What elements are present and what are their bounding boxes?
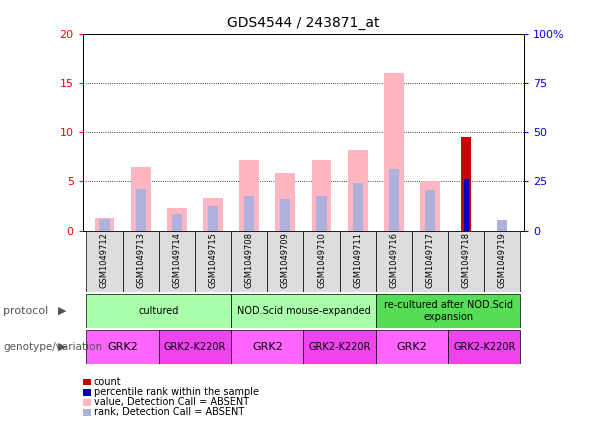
Bar bbox=[135, 189, 146, 231]
Bar bbox=[303, 330, 376, 364]
Title: GDS4544 / 243871_at: GDS4544 / 243871_at bbox=[227, 16, 379, 30]
Bar bbox=[384, 73, 404, 231]
Text: genotype/variation: genotype/variation bbox=[3, 342, 102, 352]
Text: GSM1049715: GSM1049715 bbox=[208, 232, 218, 288]
Text: GRK2-K220R: GRK2-K220R bbox=[308, 342, 371, 352]
Text: percentile rank within the sample: percentile rank within the sample bbox=[94, 387, 259, 397]
Bar bbox=[376, 330, 448, 364]
Bar bbox=[448, 330, 520, 364]
Bar bbox=[86, 294, 231, 328]
Text: GSM1049711: GSM1049711 bbox=[353, 232, 362, 288]
Bar bbox=[340, 231, 376, 292]
Bar bbox=[348, 150, 368, 231]
Text: GSM1049714: GSM1049714 bbox=[172, 232, 181, 288]
Bar bbox=[231, 294, 376, 328]
Bar bbox=[208, 206, 218, 231]
Bar bbox=[425, 190, 435, 231]
Text: GRK2: GRK2 bbox=[397, 342, 427, 352]
Bar bbox=[280, 199, 291, 231]
Text: protocol: protocol bbox=[3, 306, 48, 316]
Text: re-cultured after NOD.Scid
expansion: re-cultured after NOD.Scid expansion bbox=[384, 300, 512, 322]
Bar bbox=[461, 179, 471, 231]
Text: ▶: ▶ bbox=[58, 306, 67, 316]
Text: GRK2-K220R: GRK2-K220R bbox=[164, 342, 226, 352]
Bar bbox=[195, 231, 231, 292]
Text: rank, Detection Call = ABSENT: rank, Detection Call = ABSENT bbox=[94, 407, 244, 418]
Text: ▶: ▶ bbox=[58, 342, 67, 352]
Text: GRK2-K220R: GRK2-K220R bbox=[453, 342, 516, 352]
Bar bbox=[420, 181, 440, 231]
Bar bbox=[389, 169, 399, 231]
Bar bbox=[167, 208, 187, 231]
Bar bbox=[159, 231, 195, 292]
Bar bbox=[231, 330, 303, 364]
Text: GSM1049712: GSM1049712 bbox=[100, 232, 109, 288]
Bar bbox=[376, 294, 520, 328]
Bar bbox=[448, 231, 484, 292]
Bar bbox=[412, 231, 448, 292]
Bar bbox=[244, 196, 254, 231]
Bar bbox=[275, 173, 295, 231]
Bar bbox=[376, 231, 412, 292]
Bar bbox=[352, 183, 363, 231]
Text: count: count bbox=[94, 377, 121, 387]
Text: GSM1049713: GSM1049713 bbox=[136, 232, 145, 288]
Text: cultured: cultured bbox=[139, 306, 179, 316]
Text: GSM1049718: GSM1049718 bbox=[462, 232, 471, 288]
Bar bbox=[86, 330, 159, 364]
Bar bbox=[231, 231, 267, 292]
Text: value, Detection Call = ABSENT: value, Detection Call = ABSENT bbox=[94, 397, 249, 407]
Bar bbox=[303, 231, 340, 292]
Bar bbox=[131, 167, 151, 231]
Text: GSM1049717: GSM1049717 bbox=[425, 232, 435, 288]
Text: GSM1049709: GSM1049709 bbox=[281, 232, 290, 288]
Bar bbox=[172, 214, 182, 231]
Bar bbox=[497, 220, 508, 231]
Bar bbox=[484, 231, 520, 292]
Text: GRK2: GRK2 bbox=[252, 342, 283, 352]
Text: GSM1049716: GSM1049716 bbox=[389, 232, 398, 288]
Bar bbox=[311, 160, 332, 231]
Bar bbox=[86, 231, 123, 292]
Bar bbox=[316, 196, 327, 231]
Bar bbox=[461, 137, 471, 231]
Bar bbox=[123, 231, 159, 292]
Bar bbox=[99, 219, 110, 231]
Bar bbox=[94, 218, 115, 231]
Text: GSM1049719: GSM1049719 bbox=[498, 232, 507, 288]
Text: NOD.Scid mouse-expanded: NOD.Scid mouse-expanded bbox=[237, 306, 370, 316]
Bar bbox=[239, 160, 259, 231]
Bar bbox=[267, 231, 303, 292]
Text: GSM1049708: GSM1049708 bbox=[245, 232, 254, 288]
Text: GRK2: GRK2 bbox=[107, 342, 138, 352]
Bar bbox=[203, 198, 223, 231]
Bar bbox=[463, 179, 469, 231]
Bar bbox=[159, 330, 231, 364]
Text: GSM1049710: GSM1049710 bbox=[317, 232, 326, 288]
